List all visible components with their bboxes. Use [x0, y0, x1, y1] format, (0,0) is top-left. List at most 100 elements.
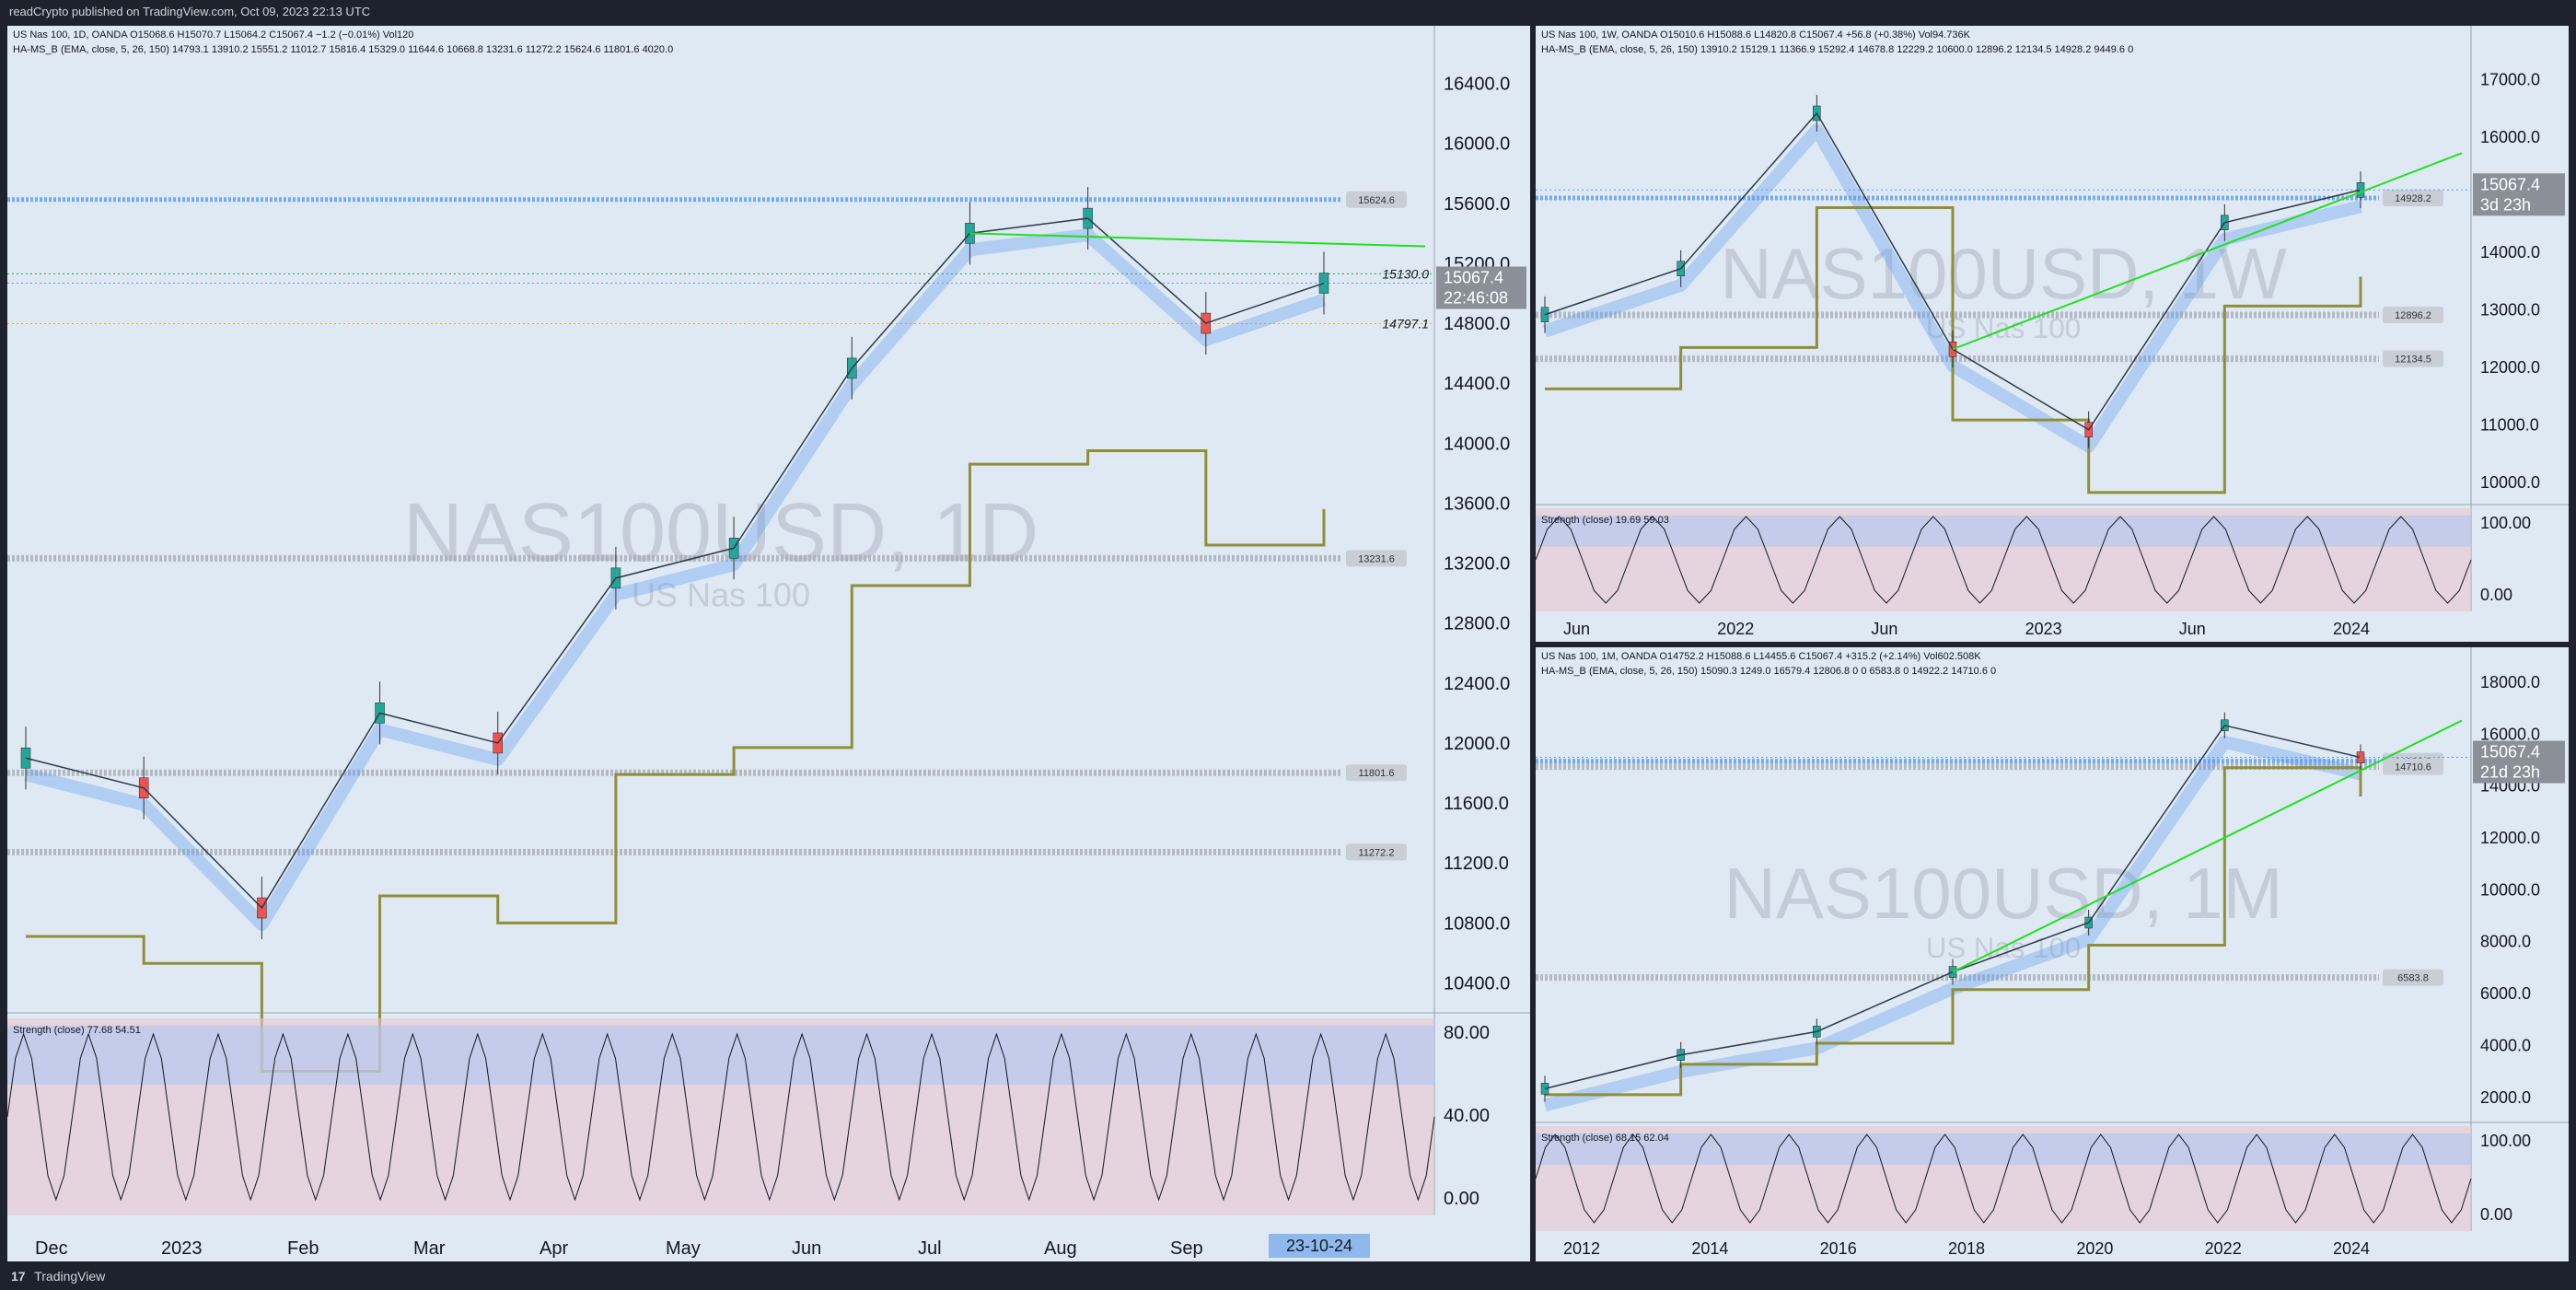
monthly-indicator-line: HA-MS_B (EMA, close, 5, 26, 150) 15090.3… — [1541, 666, 1997, 677]
monthly-last-price-tag — [2473, 740, 2565, 784]
weekly-level-label: 12896.2 — [2395, 310, 2431, 321]
tradingview-brand: TradingView — [34, 1269, 106, 1284]
daily-price-tick: 10800.0 — [1444, 913, 1510, 934]
monthly-price-tick: 2000.0 — [2480, 1088, 2531, 1107]
weekly-time-label: Jun — [1871, 620, 1897, 638]
daily-price-tick: 13600.0 — [1444, 494, 1510, 514]
weekly-time-label: 2022 — [1717, 620, 1754, 638]
weekly-trendline-green — [1952, 152, 2463, 351]
daily-date-badge — [1269, 1234, 1370, 1258]
daily-osc-tick: 40.00 — [1444, 1106, 1490, 1126]
daily-price-tick: 11200.0 — [1444, 854, 1509, 874]
daily-time-label: Jul — [918, 1238, 942, 1259]
daily-price-tick: 11600.0 — [1444, 794, 1509, 814]
weekly-stair-line — [1545, 206, 2362, 494]
daily-price-tick: 12400.0 — [1444, 674, 1510, 694]
daily-time-label: Dec — [35, 1238, 68, 1259]
daily-trendline-green — [969, 232, 1426, 248]
weekly-price-tick: 17000.0 — [2480, 71, 2540, 89]
monthly-price-tick: 12000.0 — [2480, 829, 2540, 847]
daily-watermark: NAS100USD, 1D — [403, 487, 1039, 579]
monthly-level-badge — [2383, 969, 2443, 986]
weekly-symbol-line: US Nas 100, 1W, OANDA O15010.6 H15088.6 … — [1541, 29, 1970, 41]
weekly-level-badge — [2383, 306, 2443, 323]
monthly-trendline-green — [1952, 719, 2463, 973]
daily-price-tick: 14000.0 — [1444, 434, 1510, 454]
weekly-time-label: Jun — [1563, 620, 1590, 638]
monthly-price-tick: 16000.0 — [2480, 725, 2540, 743]
monthly-osc-upper-zone — [1536, 1133, 2471, 1166]
daily-price-line — [25, 217, 1325, 910]
weekly-osc-label: Strength (close) 19.69 59.03 — [1541, 515, 1669, 526]
weekly-osc-line — [1536, 516, 2472, 604]
monthly-time-label: 2022 — [2205, 1239, 2242, 1258]
daily-last-price: 15067.4 — [1444, 269, 1503, 287]
daily-price-tick: 16400.0 — [1444, 75, 1510, 95]
daily-price-tick: 14400.0 — [1444, 374, 1510, 394]
weekly-time-label: Jun — [2179, 620, 2206, 638]
weekly-osc-tick: 100.00 — [2480, 514, 2531, 532]
monthly-symbol-line: US Nas 100, 1M, OANDA O14752.2 H15088.6 … — [1541, 651, 1981, 662]
tradingview-footer: 17 TradingView — [0, 1263, 2576, 1290]
weekly-level-label: 14928.2 — [2395, 193, 2431, 204]
weekly-price-tick: 11000.0 — [2480, 416, 2539, 435]
monthly-last-price: 15067.4 — [2480, 743, 2540, 761]
daily-time-label: Aug — [1044, 1238, 1077, 1259]
daily-osc-label: Strength (close) 77.68 54.51 — [13, 1025, 141, 1036]
daily-guide-label: 15130.0 — [1382, 266, 1429, 281]
daily-guide-label: 14797.1 — [1382, 317, 1429, 331]
monthly-time-label: 2024 — [2333, 1239, 2370, 1258]
daily-osc-tick: 0.00 — [1444, 1189, 1479, 1209]
daily-level-badge — [1346, 550, 1407, 567]
daily-osc-line — [7, 1032, 1435, 1202]
daily-price-tick: 14800.0 — [1444, 314, 1510, 334]
daily-price-tick: 12800.0 — [1444, 614, 1510, 634]
daily-price-tick: 12000.0 — [1444, 734, 1510, 754]
weekly-level-badge — [2383, 350, 2443, 367]
daily-level-badge — [1346, 191, 1407, 208]
monthly-price-tick: 4000.0 — [2480, 1036, 2531, 1054]
daily-indicator-line: HA-MS_B (EMA, close, 5, 26, 150) 14793.1… — [13, 44, 674, 55]
daily-level-label: 11272.2 — [1359, 847, 1395, 858]
monthly-osc-label: Strength (close) 68.15 62.04 — [1541, 1133, 1669, 1144]
daily-time-label: Feb — [287, 1238, 319, 1259]
weekly-time-label: 2023 — [2025, 620, 2062, 638]
daily-date-badge-text: 23-10-24 — [1286, 1237, 1352, 1255]
weekly-osc-upper-zone — [1536, 516, 2471, 547]
weekly-watermark: NAS100USD, 1W — [1720, 233, 2287, 314]
daily-countdown: 22:46:08 — [1444, 289, 1508, 308]
monthly-time-label: 2014 — [1691, 1239, 1728, 1258]
monthly-time-label: 2012 — [1563, 1239, 1600, 1258]
daily-ema-band — [24, 228, 1327, 932]
daily-chart-panel[interactable]: NAS100USD, 1D US Nas 100 16400.0 16000.0 156… — [7, 26, 1530, 1261]
monthly-osc-line — [1536, 1133, 2472, 1224]
monthly-price-tick: 18000.0 — [2480, 673, 2540, 691]
daily-symbol-line: US Nas 100, 1D, OANDA O15068.6 H15070.7 … — [13, 29, 414, 41]
monthly-time-label: 2020 — [2076, 1239, 2113, 1258]
weekly-osc-tick: 0.00 — [2480, 586, 2512, 604]
weekly-time-label: 2024 — [2333, 620, 2370, 638]
monthly-time-label: 2018 — [1948, 1239, 1985, 1258]
weekly-level-badge — [2383, 189, 2443, 206]
daily-price-tick: 15600.0 — [1444, 194, 1510, 215]
daily-level-label: 15624.6 — [1358, 195, 1395, 206]
daily-last-price-tag — [1436, 266, 1526, 309]
monthly-price-tick: 8000.0 — [2480, 933, 2531, 951]
weekly-price-tick: 10000.0 — [2480, 473, 2540, 492]
monthly-chart-panel[interactable]: NAS100USD, 1M US Nas 100 18000.0 16000.0 140… — [1536, 647, 2569, 1261]
weekly-last-price: 15067.4 — [2480, 175, 2540, 193]
daily-time-label: May — [666, 1238, 701, 1259]
weekly-level-label: 12134.5 — [2395, 354, 2431, 366]
daily-watermark-sub: US Nas 100 — [632, 576, 810, 614]
daily-time-label: Jun — [792, 1238, 821, 1259]
monthly-level-label: 14710.6 — [2395, 762, 2431, 773]
daily-time-label: Apr — [540, 1238, 568, 1259]
daily-price-tick: 16000.0 — [1444, 134, 1510, 155]
daily-time-label: Mar — [413, 1238, 446, 1259]
daily-osc-tick: 80.00 — [1444, 1023, 1490, 1043]
weekly-price-tick: 16000.0 — [2480, 128, 2540, 146]
